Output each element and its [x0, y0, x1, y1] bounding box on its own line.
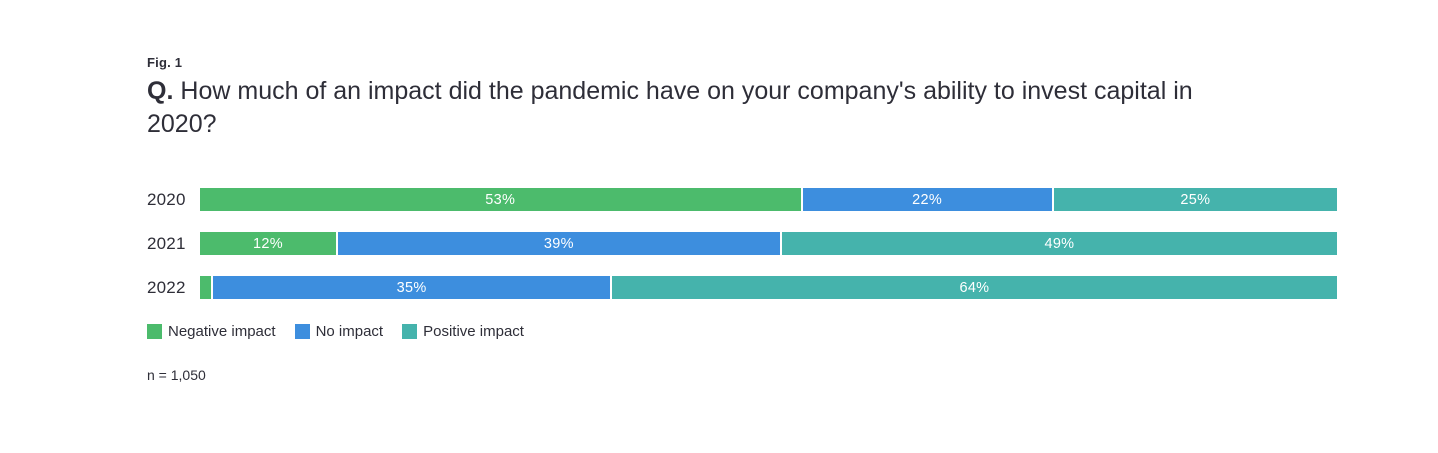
bar-segment: 25%: [1053, 188, 1337, 211]
bar-value-label: 53%: [485, 191, 516, 208]
category-label: 2021: [147, 233, 186, 253]
bar-track: 53% 22% 25%: [200, 188, 1337, 211]
legend-label: Positive impact: [423, 323, 524, 340]
bar-value-label: 12%: [253, 235, 283, 252]
figure-container: Fig. 1 Q. How much of an impact did the p…: [147, 55, 1337, 383]
stacked-bar-chart: 2020 53% 22% 25% 2021 12% 39% 49% 2022 35% 64%: [147, 188, 1337, 299]
legend-item-no-impact: No impact: [294, 323, 384, 340]
bar-value-label: 25%: [1180, 191, 1211, 208]
bar-row: 2021 12% 39% 49%: [147, 232, 1337, 255]
bar-value-label: 22%: [912, 191, 943, 208]
category-label: 2020: [147, 189, 186, 209]
bar-row: 2022 35% 64%: [147, 276, 1337, 299]
negative-impact-swatch-icon: [147, 324, 162, 339]
bar-segment: 49%: [781, 232, 1337, 255]
bar-value-label: 35%: [396, 279, 427, 296]
question-prefix: Q.: [147, 77, 174, 105]
question-text: How much of an impact did the pandemic h…: [147, 77, 1193, 138]
bar-segment: 64%: [611, 276, 1337, 299]
legend-item-positive-impact: Positive impact: [402, 323, 524, 340]
bar-value-label: 39%: [543, 235, 574, 252]
chart-legend: Negative impact No impact Positive impac…: [147, 323, 1337, 340]
legend-label: No impact: [315, 323, 384, 340]
bar-segment: 12%: [200, 232, 336, 255]
bar-segment: 53%: [200, 188, 801, 211]
bar-track: 12% 39% 49%: [200, 232, 1337, 255]
sample-size-note: n = 1,050: [147, 367, 206, 383]
bar-segment: [200, 276, 212, 299]
bar-track: 35% 64%: [200, 276, 1337, 299]
legend-label: Negative impact: [168, 323, 276, 340]
bar-row: 2020 53% 22% 25%: [147, 188, 1337, 211]
bar-segment: 35%: [213, 276, 610, 299]
bar-rows: 2020 53% 22% 25% 2021 12% 39% 49% 2022 35% 64%: [147, 188, 1337, 299]
chart-title: Q. How much of an impact did the pandemic…: [147, 75, 1267, 141]
bar-segment: 39%: [337, 232, 780, 255]
bar-segment: 22%: [802, 188, 1052, 211]
bar-value-label: 49%: [1044, 235, 1075, 252]
figure-number: Fig. 1: [147, 55, 183, 70]
positive-impact-swatch-icon: [402, 324, 418, 339]
no-impact-swatch-icon: [294, 324, 310, 339]
legend-item-negative-impact: Negative impact: [147, 323, 276, 340]
category-label: 2022: [147, 277, 186, 297]
bar-value-label: 64%: [959, 279, 990, 296]
